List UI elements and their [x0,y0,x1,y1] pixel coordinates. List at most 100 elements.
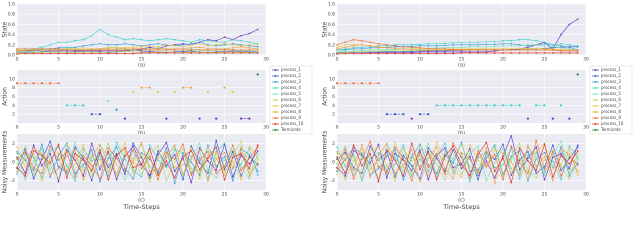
series-point [510,145,513,147]
x-tick-label: 25 [542,192,548,198]
series-point [157,46,159,48]
series-point [173,153,176,156]
series-point [576,50,579,52]
series-line [336,141,578,182]
series-point [552,179,554,182]
series-point [568,46,571,49]
action-point [206,90,209,94]
legend-marker [594,87,597,89]
series-point [444,173,446,175]
series-point [552,176,554,178]
series-point [386,142,388,145]
series-point [256,158,259,160]
series-point [460,164,463,166]
series-point [510,52,513,54]
series-line [336,52,578,55]
series-point [469,41,471,44]
series-point [157,168,159,171]
series-point [435,152,438,155]
series-point [132,49,134,51]
series-point [256,44,259,46]
series-point [452,157,455,160]
series-point [460,151,463,154]
series-point [535,165,537,168]
legend-label: process_10 [601,121,624,126]
series-point [435,146,438,148]
series-point [427,147,430,149]
series-point [173,166,176,169]
series-point [232,156,234,159]
series-line [16,141,258,182]
series-line [16,139,258,182]
series-point [24,145,27,147]
series-point [57,51,60,53]
series-point [115,163,118,165]
action-point [518,104,521,107]
series-point [576,144,579,146]
series-point [215,146,217,148]
series-point [410,175,413,177]
series-point [336,44,338,46]
x-tick-label: 0 [16,192,19,198]
series-point [560,163,562,165]
series-point [527,38,529,41]
series-point [452,41,455,44]
series-point [115,172,118,174]
series-point [402,157,405,160]
series-point [16,48,18,50]
x-tick-label: 10 [417,192,423,198]
series-point [90,171,93,174]
series-point [90,49,93,51]
series-point [149,144,151,146]
series-point [543,42,546,45]
action-point [74,104,77,107]
series-point [452,51,455,53]
series-point [352,38,355,41]
series-point [402,48,405,50]
series-point [576,146,579,148]
series-point [576,52,579,54]
series-point [485,46,488,48]
series-point [256,144,259,146]
series-point [377,52,380,55]
series-point [115,146,118,148]
series-point [74,52,76,55]
series-point [469,49,471,51]
series-point [198,42,201,45]
series-point [452,162,455,164]
y-tick-label: 2 [12,141,15,147]
series-point [207,146,209,148]
series-point [552,160,554,162]
series-point [182,155,184,158]
series-point [232,44,234,46]
series-point [377,49,380,51]
series-point [576,170,579,173]
series-point [477,171,479,174]
series-point [394,52,396,55]
series-point [568,172,571,174]
series-point [369,164,372,166]
series-point [198,178,201,180]
action-point [90,113,93,116]
series-point [157,42,159,45]
series-point [182,151,184,154]
series-point [165,179,168,182]
series-point [576,18,579,21]
series-point [377,154,380,157]
series-point [344,145,347,147]
legend-label: process_7 [601,103,621,108]
series-point [352,153,355,156]
series-point [223,174,226,176]
series-point [460,41,463,44]
series-point [394,45,396,47]
action-point [115,108,118,111]
y-tick-label: 4 [332,103,335,109]
series-point [32,48,35,50]
series-point [419,149,421,151]
series-point [149,170,151,173]
series-point [527,157,529,160]
series-point [207,160,209,162]
series-point [115,51,118,53]
series-point [460,143,463,146]
series-point [198,38,201,41]
